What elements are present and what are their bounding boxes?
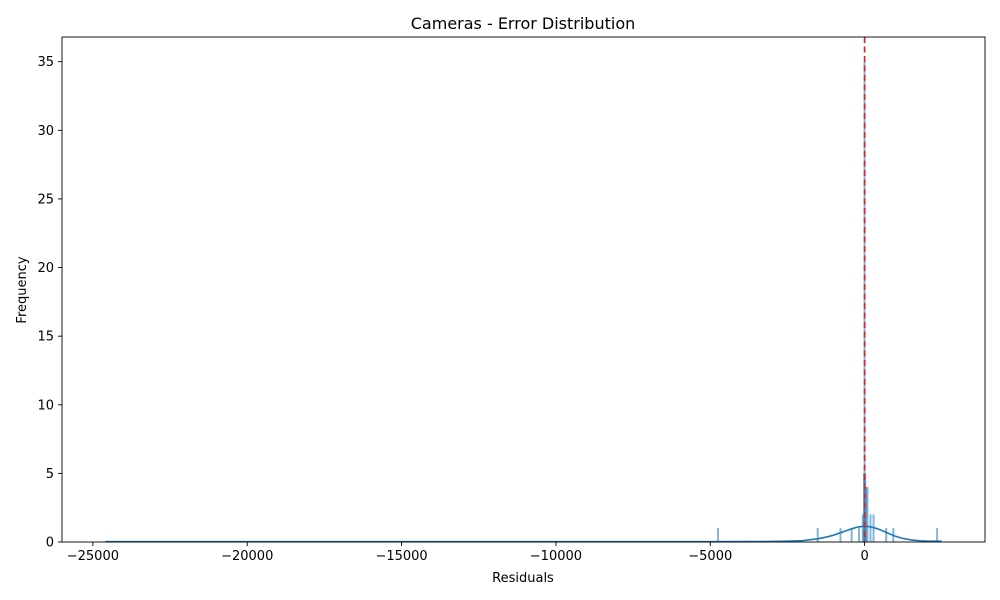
x-axis-label: Residuals bbox=[492, 571, 554, 586]
y-tick-label: 20 bbox=[37, 261, 54, 276]
histogram-bar bbox=[885, 528, 888, 543]
x-tick-label: −20000 bbox=[221, 549, 273, 564]
x-tick-label: −15000 bbox=[375, 549, 427, 564]
histogram-bar bbox=[869, 514, 872, 543]
x-tick-label: 0 bbox=[860, 549, 868, 564]
kde-curve bbox=[105, 525, 942, 543]
x-tick-label: −10000 bbox=[530, 549, 582, 564]
histogram-bar bbox=[850, 528, 853, 543]
y-tick-label: 0 bbox=[46, 536, 54, 551]
y-tick-label: 15 bbox=[37, 330, 54, 345]
plot-frame bbox=[61, 36, 986, 543]
histogram-bar bbox=[716, 528, 719, 543]
histogram-bar bbox=[816, 528, 819, 543]
y-tick-label: 10 bbox=[37, 398, 54, 413]
x-tick-label: −25000 bbox=[67, 549, 119, 564]
y-tick-label: 35 bbox=[37, 55, 54, 70]
y-tick-label: 25 bbox=[37, 192, 54, 207]
histogram-bar bbox=[858, 528, 861, 543]
chart-title: Cameras - Error Distribution bbox=[411, 14, 636, 33]
x-tick-label: −5000 bbox=[688, 549, 732, 564]
y-tick-label: 5 bbox=[46, 467, 54, 482]
histogram-bar bbox=[866, 486, 869, 543]
y-tick-label: 30 bbox=[37, 124, 54, 139]
y-axis-label: Frequency bbox=[15, 256, 30, 323]
histogram-bar bbox=[936, 528, 939, 543]
plot-area: −25000 −20000 −15000 −10000 −5000 0 0 5 10 15 20 25… bbox=[37, 36, 986, 564]
histogram-bar bbox=[839, 528, 842, 543]
